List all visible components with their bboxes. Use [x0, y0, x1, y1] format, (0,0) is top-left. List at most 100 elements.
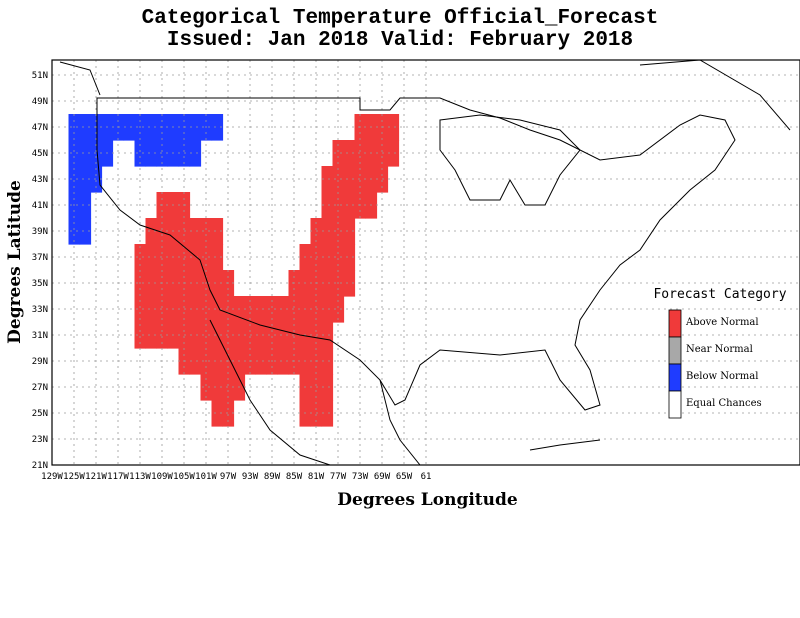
y-axis-label: Degrees Latitude	[5, 180, 25, 344]
above-normal-cell	[211, 218, 224, 245]
chart-subtitle: Issued: Jan 2018 Valid: February 2018	[166, 29, 634, 52]
above-normal-cell	[211, 348, 224, 375]
below-normal-cell	[90, 140, 103, 167]
above-normal-cell	[332, 244, 345, 271]
above-normal-cell	[189, 244, 202, 271]
x-tick-label: 93W	[242, 472, 259, 482]
y-tick-label: 25N	[32, 409, 48, 419]
x-tick-label: 109W	[151, 472, 173, 482]
above-normal-cell	[343, 270, 356, 297]
above-normal-cell	[332, 140, 345, 167]
above-normal-cell	[211, 400, 224, 427]
above-normal-cell	[189, 218, 202, 245]
above-normal-cell	[145, 218, 158, 245]
x-tick-label: 61	[421, 472, 432, 482]
below-normal-cell	[189, 114, 202, 141]
above-normal-cell	[200, 218, 213, 245]
x-tick-label: 117W	[107, 472, 129, 482]
above-normal-cell	[321, 166, 334, 193]
above-normal-cell	[321, 270, 334, 297]
x-tick-label: 125W	[63, 472, 85, 482]
plot-frame	[51, 59, 800, 466]
above-normal-cell	[255, 296, 268, 323]
below-normal-cell	[79, 140, 92, 167]
x-tick-label: 81W	[308, 472, 325, 482]
above-normal-cell	[255, 322, 268, 349]
y-tick-label: 29N	[32, 357, 48, 367]
y-tick-label: 45N	[32, 149, 48, 159]
x-tick-label: 69W	[374, 472, 391, 482]
above-normal-cell	[222, 400, 235, 427]
above-normal-cell	[354, 166, 367, 193]
below-normal-cell	[189, 140, 202, 167]
above-normal-cell	[332, 296, 345, 323]
above-normal-cell	[387, 140, 400, 167]
legend-label: Above Normal	[685, 317, 759, 328]
below-normal-cell	[134, 140, 147, 167]
mexico-coast-outline	[209, 319, 601, 465]
above-normal-cell	[189, 270, 202, 297]
x-tick-label: 121W	[85, 472, 107, 482]
below-normal-cell	[145, 114, 158, 141]
below-normal-cell	[211, 114, 224, 141]
above-normal-cell	[222, 374, 235, 401]
below-normal-cell	[79, 218, 92, 245]
legend-label: Below Normal	[686, 371, 758, 382]
x-tick-label: 89W	[264, 472, 281, 482]
above-normal-cell	[200, 296, 213, 323]
above-normal-cell	[145, 322, 158, 349]
above-normal-cell	[321, 400, 334, 427]
y-tick-label: 43N	[32, 175, 48, 185]
above-normal-cell	[156, 296, 169, 323]
above-normal-cell	[321, 348, 334, 375]
above-normal-cell	[277, 296, 290, 323]
legend-title: Forecast Category	[653, 287, 786, 302]
legend-swatch	[668, 336, 682, 365]
above-normal-cell	[156, 218, 169, 245]
y-tick-label: 51N	[32, 71, 48, 81]
above-normal-cell	[354, 140, 367, 167]
above-normal-cell	[266, 296, 279, 323]
above-normal-cell	[277, 322, 290, 349]
above-normal-cell	[277, 348, 290, 375]
above-normal-cell	[134, 244, 147, 271]
x-tick-label: 77W	[330, 472, 347, 482]
below-normal-cell	[68, 166, 81, 193]
x-tick-label: 113W	[129, 472, 151, 482]
above-normal-cell	[145, 244, 158, 271]
above-normal-cell	[211, 244, 224, 271]
legend-swatch	[668, 309, 682, 338]
legend-label: Equal Chances	[686, 398, 762, 409]
y-tick-label: 31N	[32, 331, 48, 341]
below-normal-cell	[90, 166, 103, 193]
great-lakes-outline	[439, 114, 581, 206]
legend-swatch	[668, 363, 682, 392]
x-axis-label: Degrees Longitude	[337, 490, 518, 510]
above-normal-cell	[387, 114, 400, 141]
above-normal-cell	[343, 244, 356, 271]
above-normal-cell	[321, 218, 334, 245]
above-normal-cell	[200, 322, 213, 349]
above-normal-cell	[266, 322, 279, 349]
above-normal-cell	[321, 296, 334, 323]
legend: Forecast Category Above Normal Near Norma…	[653, 287, 787, 419]
x-tick-label: 101W	[195, 472, 217, 482]
x-tick-label: 65W	[396, 472, 413, 482]
x-tick-label: 73W	[352, 472, 369, 482]
above-normal-cell	[145, 296, 158, 323]
y-tick-label: 33N	[32, 305, 48, 315]
above-normal-cell	[156, 244, 169, 271]
below-normal-cell	[145, 140, 158, 167]
above-normal-cell	[156, 322, 169, 349]
above-normal-cell	[321, 192, 334, 219]
canada-coast-outline	[59, 60, 791, 131]
above-normal-cell	[332, 166, 345, 193]
y-tick-label: 35N	[32, 279, 48, 289]
above-normal-cell	[343, 166, 356, 193]
above-normal-cell	[343, 192, 356, 219]
above-normal-cell	[332, 218, 345, 245]
below-normal-cell	[79, 192, 92, 219]
x-tick-label: 85W	[286, 472, 303, 482]
above-normal-cell	[211, 270, 224, 297]
